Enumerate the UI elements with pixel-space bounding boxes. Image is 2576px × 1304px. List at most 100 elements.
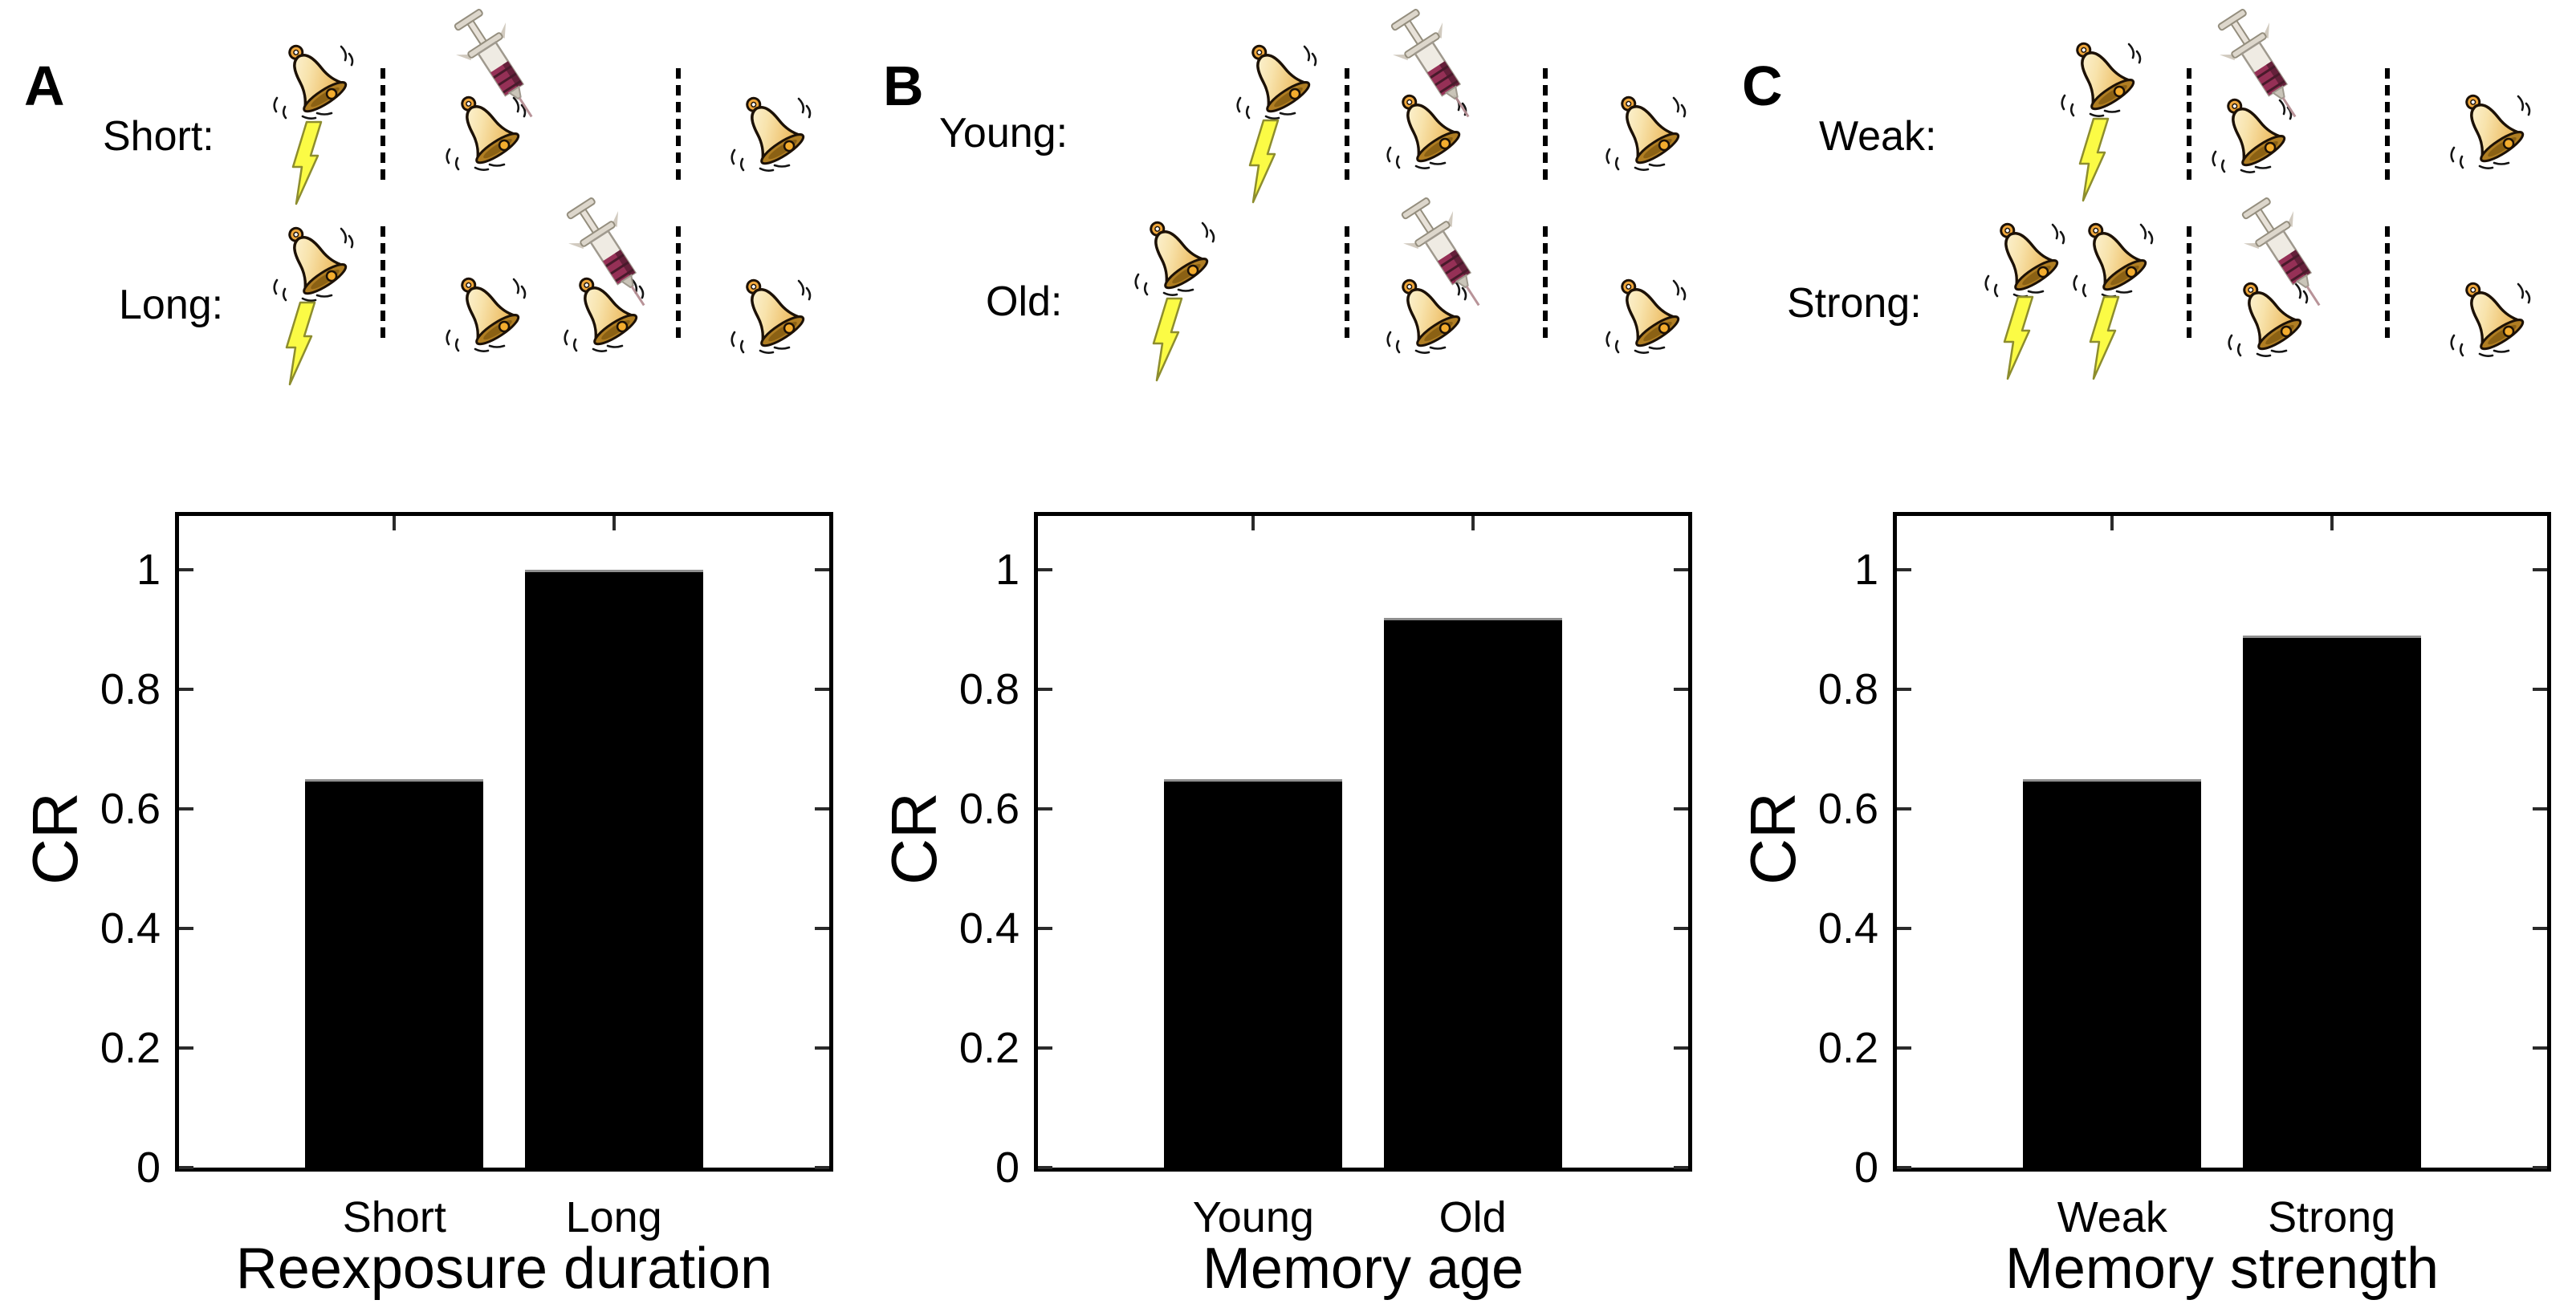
y-tick-mark xyxy=(179,1166,193,1169)
y-tick-mark xyxy=(1897,927,1911,930)
dashed-timeline-separator xyxy=(380,68,385,185)
bar-strong xyxy=(2242,636,2421,1168)
dashed-timeline-separator xyxy=(2187,226,2191,343)
panel-a: A Short: Long: 0 0.2 0.4 0.6 0.8 1 Short Long Ree… xyxy=(0,0,859,1304)
schematic-reexposure-duration: Short: Long: xyxy=(0,0,859,1304)
y-tick-mark xyxy=(1897,688,1911,691)
condition-label: Long: xyxy=(119,282,224,328)
condition-label: Weak: xyxy=(1819,113,1937,160)
y-axis-title: CR xyxy=(1737,792,1809,885)
y-tick-mark xyxy=(1038,1166,1052,1169)
x-axis-title: Memory age xyxy=(1202,1237,1524,1301)
bar-weak xyxy=(2023,779,2202,1168)
category-label: Short xyxy=(342,1193,446,1241)
x-tick-mark xyxy=(1251,516,1255,530)
panel-c: C Weak: Strong: 0 0.2 0.4 0.6 0.8 1 Weak Strong M… xyxy=(1718,0,2576,1304)
y-tick-mark xyxy=(815,1166,829,1169)
x-tick-mark xyxy=(2330,516,2334,530)
dashed-timeline-separator xyxy=(1345,226,1349,343)
y-tick-label: 0.6 xyxy=(958,785,1019,833)
y-tick-mark xyxy=(1674,927,1688,930)
chart-reexposure-duration: 0 0.2 0.4 0.6 0.8 1 Short Long Reexposure durati… xyxy=(0,0,859,1304)
y-tick-mark xyxy=(1674,688,1688,691)
y-tick-mark xyxy=(2533,927,2547,930)
y-tick-mark xyxy=(179,1046,193,1050)
x-axis-title: Reexposure duration xyxy=(235,1237,773,1301)
y-tick-mark xyxy=(815,927,829,930)
y-tick-mark xyxy=(1038,568,1052,571)
dashed-timeline-separator xyxy=(2385,68,2390,185)
x-axis-title: Memory strength xyxy=(2004,1237,2440,1301)
y-tick-label: 0.8 xyxy=(1817,665,1878,713)
y-tick-label: 0.2 xyxy=(958,1024,1019,1072)
y-tick-mark xyxy=(2533,688,2547,691)
y-tick-mark xyxy=(1897,568,1911,571)
y-tick-mark xyxy=(1897,1166,1911,1169)
plot-frame xyxy=(1034,512,1692,1172)
y-tick-mark xyxy=(179,688,193,691)
y-tick-mark xyxy=(1674,1166,1688,1169)
condition-label: Young: xyxy=(939,110,1068,156)
y-tick-mark xyxy=(815,688,829,691)
category-label: Weak xyxy=(2057,1193,2167,1241)
y-tick-label: 0 xyxy=(1854,1144,1878,1192)
y-tick-label: 0.4 xyxy=(958,904,1019,953)
panel-letter: C xyxy=(1742,55,1783,117)
panel-letter: B xyxy=(883,55,924,117)
y-tick-label: 0 xyxy=(136,1144,161,1192)
y-tick-mark xyxy=(1674,568,1688,571)
y-tick-mark xyxy=(2533,568,2547,571)
y-tick-mark xyxy=(815,1046,829,1050)
schematic-memory-age: Young: Old: xyxy=(859,0,1718,1304)
x-tick-mark xyxy=(1471,516,1475,530)
y-tick-mark xyxy=(1897,807,1911,810)
y-tick-label: 0.6 xyxy=(100,785,161,833)
y-tick-mark xyxy=(179,568,193,571)
condition-label: Old: xyxy=(986,278,1063,325)
schematic-memory-strength: Weak: Strong: xyxy=(1718,0,2576,1304)
y-tick-mark xyxy=(815,807,829,810)
y-tick-mark xyxy=(2533,807,2547,810)
panel-b: B Young: Old: 0 0.2 0.4 0.6 0.8 1 Young Old Memor… xyxy=(859,0,1718,1304)
dashed-timeline-separator xyxy=(380,226,385,343)
y-tick-label: 0.8 xyxy=(100,665,161,713)
bar-old xyxy=(1383,618,1562,1168)
y-tick-label: 1 xyxy=(136,546,161,594)
bar-young xyxy=(1164,779,1343,1168)
dashed-timeline-separator xyxy=(1345,68,1349,185)
y-tick-mark xyxy=(1038,1046,1052,1050)
dashed-timeline-separator xyxy=(2385,226,2390,343)
y-tick-label: 1 xyxy=(1854,546,1878,594)
y-tick-label: 0.6 xyxy=(1817,785,1878,833)
chart-memory-strength: 0 0.2 0.4 0.6 0.8 1 Weak Strong Memory strength C… xyxy=(1718,0,2576,1304)
condition-label: Strong: xyxy=(1787,280,1922,327)
y-tick-mark xyxy=(1038,807,1052,810)
dashed-timeline-separator xyxy=(676,226,681,343)
y-tick-mark xyxy=(179,807,193,810)
bar-short xyxy=(305,779,484,1168)
panel-letter: A xyxy=(24,55,65,117)
x-tick-mark xyxy=(612,516,616,530)
y-tick-mark xyxy=(1897,1046,1911,1050)
dashed-timeline-separator xyxy=(1543,226,1548,343)
y-tick-mark xyxy=(815,568,829,571)
y-tick-label: 0.2 xyxy=(100,1024,161,1072)
y-tick-label: 0 xyxy=(995,1144,1019,1192)
x-tick-mark xyxy=(2110,516,2114,530)
y-tick-mark xyxy=(1038,927,1052,930)
x-tick-mark xyxy=(393,516,397,530)
y-tick-mark xyxy=(2533,1166,2547,1169)
y-tick-label: 1 xyxy=(995,546,1019,594)
y-tick-mark xyxy=(1674,1046,1688,1050)
y-axis-title: CR xyxy=(19,792,91,885)
y-axis-title: CR xyxy=(878,792,950,885)
y-tick-mark xyxy=(2533,1046,2547,1050)
y-tick-label: 0.4 xyxy=(100,904,161,953)
plot-frame xyxy=(1893,512,2551,1172)
chart-memory-age: 0 0.2 0.4 0.6 0.8 1 Young Old Memory age CR xyxy=(859,0,1718,1304)
y-tick-label: 0.8 xyxy=(958,665,1019,713)
y-tick-label: 0.2 xyxy=(1817,1024,1878,1072)
dashed-timeline-separator xyxy=(676,68,681,185)
y-tick-label: 0.4 xyxy=(1817,904,1878,953)
